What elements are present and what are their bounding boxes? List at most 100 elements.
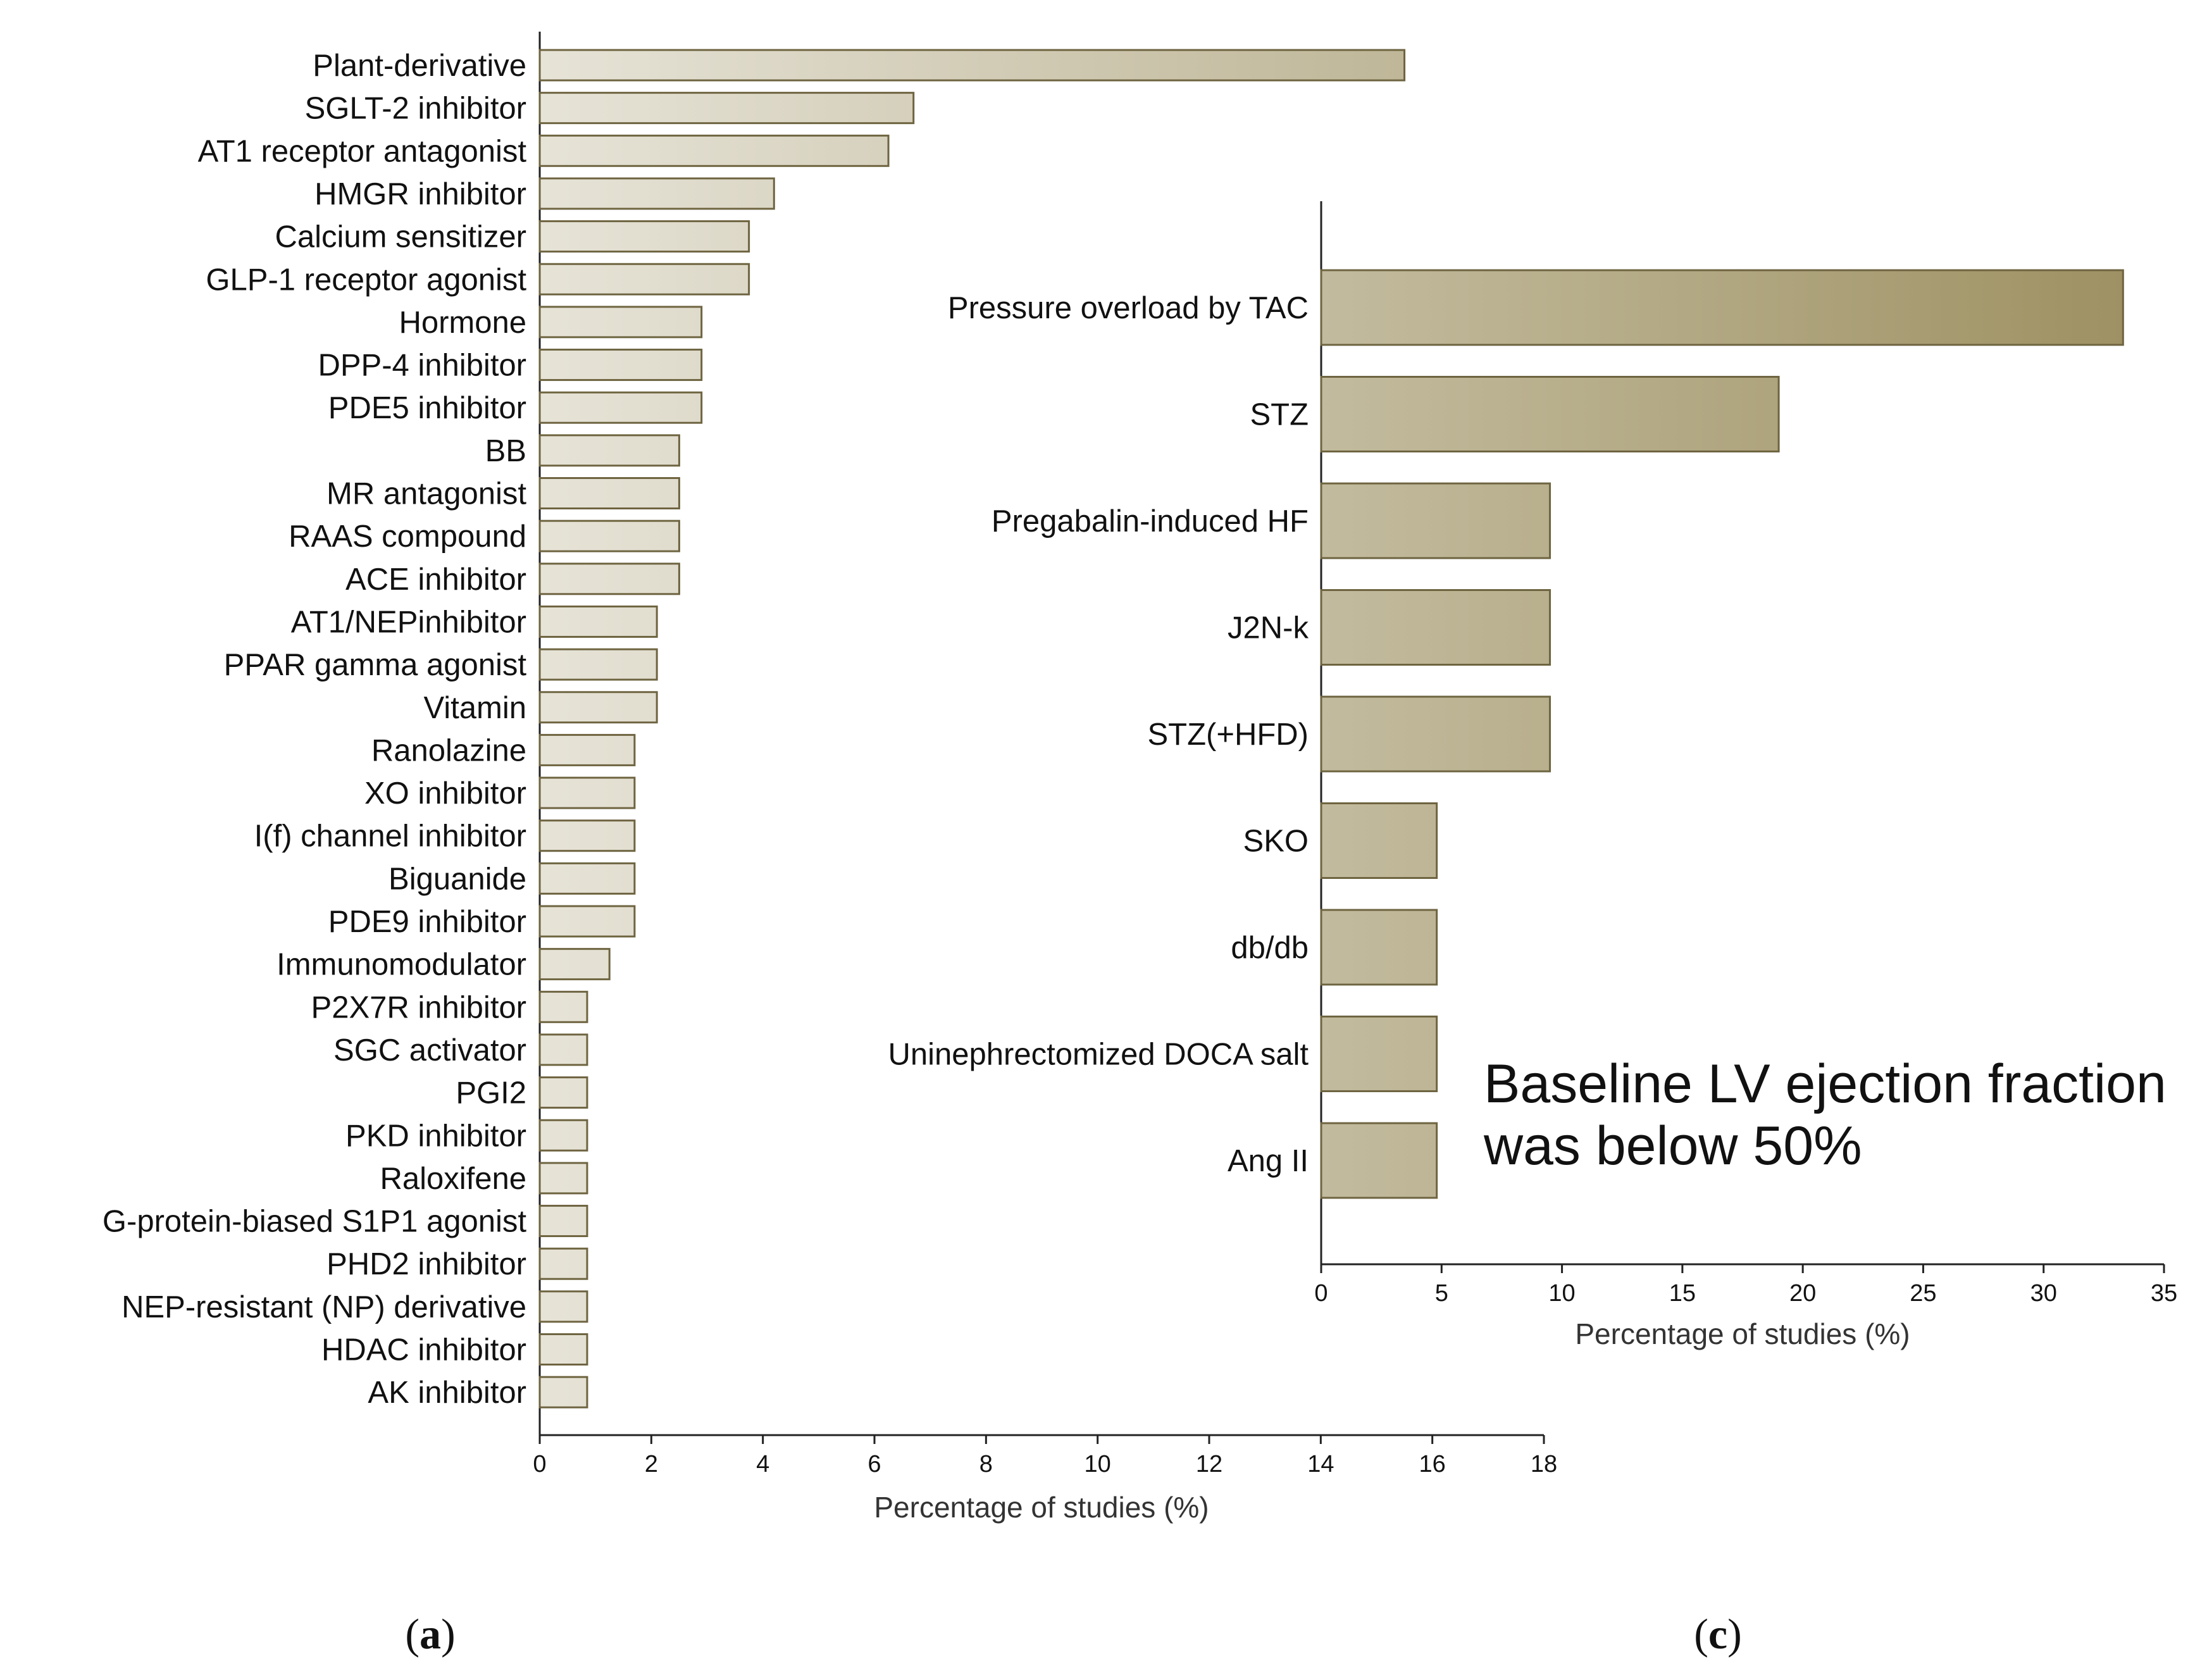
- bar: [1320, 269, 2124, 346]
- category-label: DPP-4 inhibitor: [318, 349, 526, 383]
- bar: [538, 49, 1406, 82]
- bar: [538, 306, 703, 339]
- annotation-line-2: was below 50%: [1483, 1116, 1862, 1176]
- x-tick-label: 14: [1307, 1451, 1334, 1478]
- bar: [538, 905, 636, 938]
- bar: [538, 1119, 588, 1152]
- bar: [538, 349, 703, 382]
- bar: [1320, 482, 1551, 559]
- panel-c-label: (c): [1694, 1610, 1742, 1658]
- bar: [1320, 1016, 1438, 1092]
- category-label: PPAR gamma agonist: [224, 648, 527, 682]
- category-label: Biguanide: [389, 862, 526, 896]
- category-label: P2X7R inhibitor: [311, 990, 526, 1024]
- bar: [1320, 589, 1551, 666]
- bar: [538, 733, 636, 766]
- category-label: ACE inhibitor: [345, 563, 526, 597]
- bar: [538, 520, 680, 552]
- bar: [538, 1205, 588, 1238]
- category-label: Pregabalin-induced HF: [992, 504, 1309, 538]
- x-tick-label: 35: [2151, 1280, 2177, 1307]
- x-tick-label: 6: [867, 1451, 881, 1478]
- category-label: BB: [485, 434, 526, 468]
- bar: [1320, 802, 1438, 879]
- category-label: RAAS compound: [289, 520, 526, 554]
- category-label: Pressure overload by TAC: [948, 291, 1309, 325]
- bar: [538, 819, 636, 852]
- bar: [538, 1033, 588, 1066]
- category-label: J2N-k: [1228, 611, 1309, 645]
- x-tick-label: 4: [756, 1451, 769, 1478]
- panel-a-chart: 0 2 4 6 8 10 12 14 16 18 Percentage of studies (%)…: [103, 32, 1557, 1524]
- x-tick-label: 12: [1196, 1451, 1222, 1478]
- bar: [538, 862, 636, 895]
- bar: [538, 1333, 588, 1366]
- x-tick-label: 30: [2030, 1280, 2057, 1307]
- category-label: Ranolazine: [371, 733, 526, 768]
- bar: [538, 648, 658, 681]
- bar: [538, 1376, 588, 1409]
- bar: [538, 776, 636, 809]
- panel-c-chart: 0 5 10 15 20 25 30 35 Percentage of studies (%) P…: [888, 201, 2177, 1350]
- x-tick-label: 0: [533, 1451, 546, 1478]
- category-label: PGI2: [456, 1076, 526, 1111]
- bar: [538, 1076, 588, 1109]
- category-label: AT1/NEPinhibitor: [291, 605, 526, 639]
- bar: [1320, 695, 1551, 773]
- category-label: HDAC inhibitor: [321, 1333, 526, 1367]
- category-label: STZ: [1250, 398, 1309, 432]
- bar: [538, 563, 680, 595]
- category-label: PDE9 inhibitor: [328, 905, 526, 939]
- x-axis-title: Percentage of studies (%): [1575, 1317, 1910, 1350]
- bar: [538, 477, 680, 509]
- x-tick-label: 5: [1435, 1280, 1448, 1307]
- category-label: Calcium sensitizer: [275, 220, 526, 254]
- category-label: Raloxifene: [380, 1162, 526, 1196]
- x-tick-label: 15: [1669, 1280, 1696, 1307]
- category-label: SKO: [1243, 824, 1309, 859]
- category-label: HMGR inhibitor: [314, 177, 526, 211]
- x-tick-label: 10: [1085, 1451, 1111, 1478]
- x-tick-label: 20: [1789, 1280, 1816, 1307]
- category-label: Plant-derivative: [313, 49, 526, 83]
- x-tick-label: 18: [1531, 1451, 1557, 1478]
- bar: [538, 220, 750, 253]
- panel-a-label: (a): [405, 1610, 455, 1658]
- category-label: GLP-1 receptor agonist: [206, 263, 526, 297]
- x-tick-label: 0: [1314, 1280, 1328, 1307]
- category-label: SGLT-2 inhibitor: [305, 92, 526, 126]
- bar: [538, 92, 915, 125]
- category-label: MR antagonist: [326, 477, 526, 511]
- bar: [538, 263, 750, 296]
- bar: [538, 434, 680, 467]
- category-label: PHD2 inhibitor: [326, 1247, 526, 1281]
- x-tick-label: 16: [1419, 1451, 1446, 1478]
- bar: [1320, 376, 1780, 452]
- category-label: NEP-resistant (NP) derivative: [121, 1290, 526, 1324]
- bar: [538, 691, 658, 724]
- x-tick-label: 8: [979, 1451, 993, 1478]
- category-label: Hormone: [399, 306, 526, 340]
- x-tick-label: 25: [1910, 1280, 1936, 1307]
- bar: [1320, 909, 1438, 986]
- category-label: Vitamin: [423, 691, 526, 725]
- category-label: PKD inhibitor: [345, 1119, 526, 1153]
- x-axis-title: Percentage of studies (%): [874, 1491, 1209, 1524]
- bar: [538, 1290, 588, 1323]
- category-label: Ang II: [1228, 1144, 1309, 1178]
- bar: [538, 1247, 588, 1280]
- category-label: Uninephrectomized DOCA salt: [888, 1038, 1309, 1072]
- x-tick-label: 10: [1548, 1280, 1575, 1307]
- category-label: STZ(+HFD): [1148, 718, 1309, 752]
- x-tick-label: 2: [645, 1451, 658, 1478]
- bar: [538, 605, 658, 638]
- bar: [1320, 1122, 1438, 1199]
- bar: [538, 177, 775, 210]
- bar: [538, 948, 611, 981]
- category-label: I(f) channel inhibitor: [254, 819, 526, 854]
- bar: [538, 990, 588, 1023]
- bar: [538, 1162, 588, 1195]
- bar: [538, 391, 703, 424]
- category-label: AK inhibitor: [368, 1376, 526, 1410]
